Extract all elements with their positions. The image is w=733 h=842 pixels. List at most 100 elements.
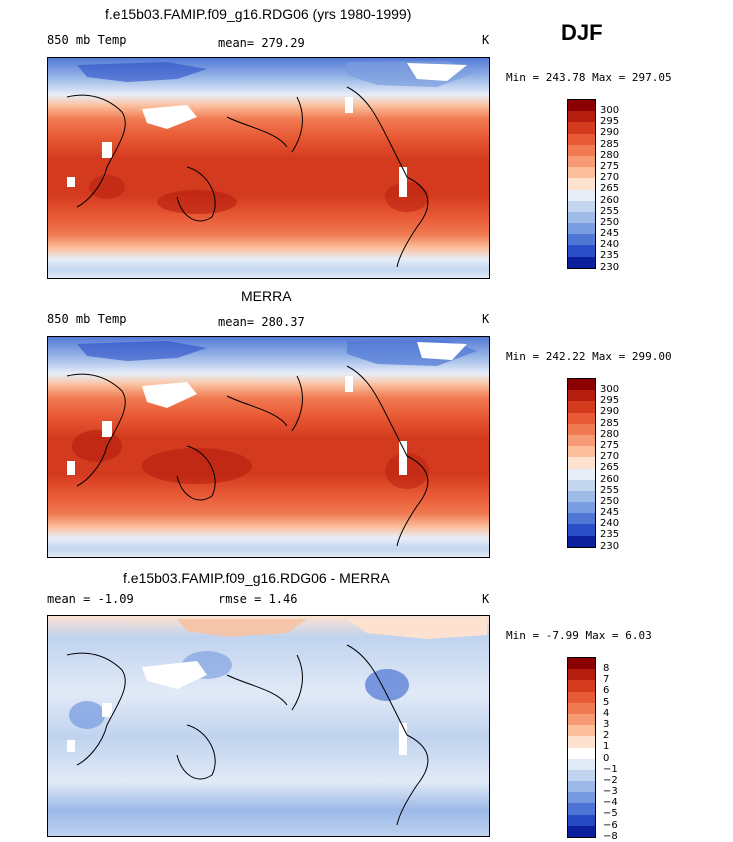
- colorbar-swatch: [568, 814, 595, 826]
- colorbar-swatch: [568, 669, 595, 681]
- colorbar-swatch: [568, 144, 595, 156]
- colorbar-swatch: [568, 379, 595, 391]
- colorbar-label: 250: [600, 495, 620, 507]
- colorbar-swatch: [568, 245, 595, 257]
- colorbar-swatch: [568, 825, 595, 837]
- colorbar-label: 235: [600, 529, 620, 541]
- colorbar-swatch: [568, 223, 595, 235]
- colorbar-swatch: [568, 535, 595, 547]
- colorbar-label: 300: [600, 105, 620, 116]
- colorbar-label: −5: [603, 808, 618, 820]
- colorbar-label: 255: [600, 484, 620, 496]
- panel1-units-label: K: [482, 33, 490, 47]
- colorbar-label: 275: [600, 160, 620, 172]
- colorbar-swatch: [568, 747, 595, 759]
- colorbar-label: 0: [603, 752, 610, 764]
- colorbar-swatch: [568, 792, 595, 804]
- colorbar-label: 275: [600, 439, 620, 451]
- colorbar-swatch: [568, 200, 595, 212]
- colorbar-label: 265: [600, 462, 620, 474]
- panel3-units-label: K: [482, 592, 490, 606]
- colorbar-swatch: [568, 713, 595, 726]
- colorbar-swatch: [568, 178, 595, 190]
- colorbar-swatch: [568, 167, 595, 179]
- panel3-rmse-label: rmse = 1.46: [218, 592, 298, 606]
- colorbar-swatch: [568, 412, 595, 424]
- colorbar-label: 245: [600, 228, 620, 240]
- colorbar-swatch: [568, 691, 595, 703]
- season-label: DJF: [561, 20, 603, 45]
- panel2-colorbar: [567, 378, 596, 548]
- colorbar-swatch: [568, 769, 595, 782]
- colorbar-swatch: [568, 423, 595, 435]
- colorbar-label: 280: [600, 149, 620, 161]
- colorbar-swatch: [568, 100, 595, 112]
- colorbar-swatch: [568, 803, 595, 815]
- colorbar-label: 270: [600, 451, 620, 463]
- panel3-title: f.e15b03.FAMIP.f09_g16.RDG06 - MERRA: [123, 570, 390, 586]
- panel2-map: [47, 336, 490, 558]
- colorbar-label: 260: [600, 473, 620, 485]
- colorbar-label: 7: [603, 674, 610, 686]
- colorbar-swatch: [568, 111, 595, 123]
- colorbar-swatch: [568, 502, 595, 514]
- panel1-range-label: Min = 243.78 Max = 297.05: [506, 71, 672, 84]
- colorbar-label: −1: [603, 763, 618, 775]
- colorbar-label: 265: [600, 183, 620, 195]
- panel2-colorbar-labels: 300 295 290 285 280 275 270 265 260 255 …: [600, 384, 619, 552]
- colorbar-label: 2: [603, 730, 610, 742]
- panel1-variable-label: 850 mb Temp: [47, 33, 127, 47]
- colorbar-label: −4: [603, 797, 618, 809]
- panel3-range-label: Min = -7.99 Max = 6.03: [506, 629, 652, 642]
- colorbar-label: −6: [603, 819, 618, 831]
- panel1-colorbar: [567, 99, 596, 269]
- panel3-map: [47, 615, 490, 837]
- colorbar-label: 8: [603, 663, 610, 674]
- panel3-mean-label: mean = -1.09: [47, 592, 134, 606]
- colorbar-swatch: [568, 211, 595, 224]
- colorbar-swatch: [568, 401, 595, 413]
- colorbar-swatch: [568, 234, 595, 246]
- panel3-colorbar-labels: 8 7 6 5 4 3 2 1 0 −1 −2 −3 −4 −5 −6 −8: [603, 663, 618, 842]
- colorbar-swatch: [568, 490, 595, 503]
- colorbar-swatch: [568, 758, 595, 770]
- colorbar-swatch: [568, 189, 595, 201]
- colorbar-label: 5: [603, 696, 610, 708]
- colorbar-swatch: [568, 658, 595, 670]
- panel1-map: [47, 57, 490, 279]
- panel1-colorbar-labels: 300 295 290 285 280 275 270 265 260 255 …: [600, 105, 619, 273]
- colorbar-swatch: [568, 434, 595, 447]
- colorbar-label: 290: [600, 127, 620, 139]
- colorbar-label: −8: [603, 830, 618, 842]
- colorbar-label: 280: [600, 428, 620, 440]
- colorbar-swatch: [568, 133, 595, 145]
- colorbar-label: 285: [600, 417, 620, 429]
- panel2-range-label: Min = 242.22 Max = 299.00: [506, 350, 672, 363]
- colorbar-swatch: [568, 446, 595, 458]
- colorbar-label: 290: [600, 406, 620, 418]
- colorbar-label: 1: [603, 741, 610, 753]
- panel3-colorbar: [567, 657, 596, 838]
- colorbar-label: −3: [603, 786, 618, 798]
- colorbar-swatch: [568, 468, 595, 480]
- colorbar-label: 3: [603, 718, 610, 730]
- panel1-mean-label: mean= 279.29: [218, 36, 305, 50]
- colorbar-label: 240: [600, 518, 620, 530]
- colorbar-label: 295: [600, 116, 620, 128]
- colorbar-label: 240: [600, 239, 620, 251]
- colorbar-label: 4: [603, 707, 610, 719]
- colorbar-label: 245: [600, 507, 620, 519]
- colorbar-label: −2: [603, 774, 618, 786]
- panel2-units-label: K: [482, 312, 490, 326]
- colorbar-label: 230: [600, 261, 620, 273]
- colorbar-label: 255: [600, 205, 620, 217]
- colorbar-swatch: [568, 479, 595, 491]
- colorbar-label: 300: [600, 384, 620, 395]
- panel2-mean-label: mean= 280.37: [218, 315, 305, 329]
- colorbar-swatch: [568, 702, 595, 714]
- colorbar-swatch: [568, 680, 595, 692]
- panel1-title: f.e15b03.FAMIP.f09_g16.RDG06 (yrs 1980-1…: [105, 6, 412, 22]
- colorbar-label: 295: [600, 395, 620, 407]
- colorbar-swatch: [568, 457, 595, 469]
- colorbar-label: 235: [600, 250, 620, 262]
